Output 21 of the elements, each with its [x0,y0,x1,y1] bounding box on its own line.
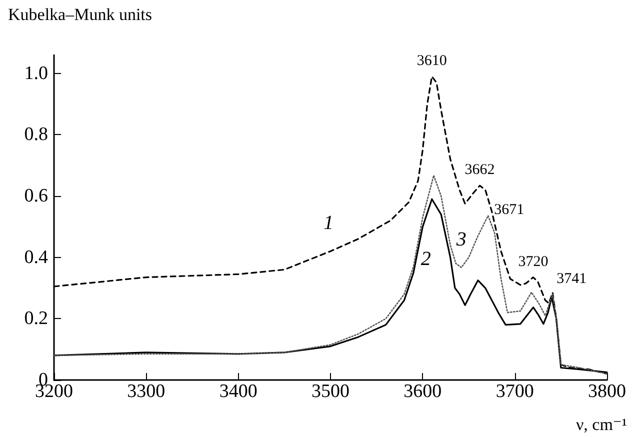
y-tick-label: 0.6 [24,186,48,207]
annotation: 3720 [518,254,548,270]
annotation: 3610 [416,52,447,69]
annotation: 3662 [464,162,495,178]
series-label: 2 [420,248,431,270]
series-label: 1 [324,212,334,234]
x-tick-label: 3800 [588,381,626,402]
y-tick-label: 0.8 [24,124,48,146]
annotation: 3671 [494,202,524,218]
x-tick-label: 3700 [496,381,534,402]
x-tick-label: 3600 [404,381,442,402]
x-tick-label: 3300 [127,381,166,402]
series-label: 3 [455,228,466,250]
y-tick-label: 1.0 [24,62,48,84]
y-axis-title: Kubelka–Munk units [8,5,152,24]
x-tick-label: 3500 [312,381,350,402]
y-tick-label: 0.4 [24,246,48,268]
x-tick-label: 3400 [219,381,258,402]
y-tick-label: 0.2 [24,308,48,330]
x-axis-title: ν, cm⁻¹ [576,415,628,434]
annotation: 3741 [556,271,587,288]
